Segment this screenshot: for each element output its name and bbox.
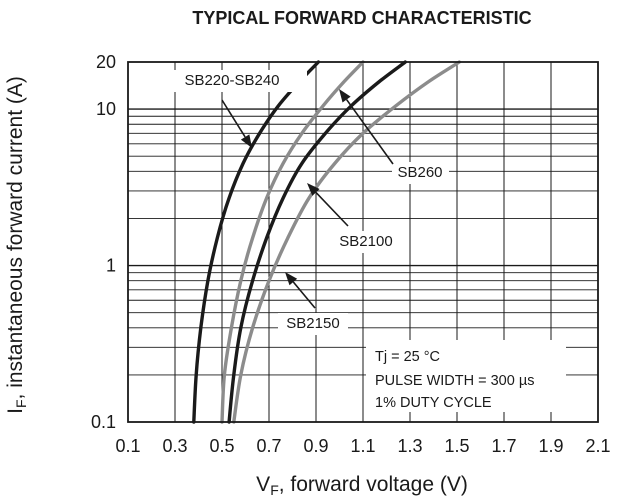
y-tick-label: 1	[106, 256, 116, 276]
leader-line	[345, 99, 394, 165]
chart-title: TYPICAL FORWARD CHARACTERISTIC	[192, 8, 531, 28]
x-axis-label: VF, forward voltage (V)	[256, 473, 468, 498]
curve-label-bg	[392, 162, 449, 184]
curve-label-bg	[278, 313, 348, 335]
arrowhead	[240, 134, 252, 148]
x-tick-label: 1.5	[444, 436, 469, 456]
x-tick-label: 1.1	[350, 436, 375, 456]
y-axis-label: IF, instantaneous forward current (A)	[4, 76, 29, 414]
arrowhead	[339, 89, 351, 103]
arrowhead	[307, 183, 320, 196]
curve-label: SB2100	[339, 233, 392, 250]
x-tick-label: 2.1	[585, 436, 610, 456]
curve-label: SB220-SB240	[184, 72, 279, 89]
curve-label: SB260	[397, 164, 442, 181]
leader-line	[292, 281, 316, 309]
curve-label: SB2150	[286, 315, 339, 332]
note-pulse-width: PULSE WIDTH = 300 µs	[375, 373, 534, 389]
x-tick-label: 0.3	[162, 436, 187, 456]
y-axis-label-sub: F	[13, 399, 29, 408]
curve-label-bg	[157, 70, 307, 92]
plot-frame	[127, 61, 599, 423]
note-temperature: Tj = 25 °C	[375, 349, 440, 365]
series-line	[227, 60, 407, 424]
x-tick-label: 0.1	[115, 436, 140, 456]
conditions-note: Tj = 25 °C PULSE WIDTH = 300 µs 1% DUTY …	[366, 340, 566, 412]
x-tick-label: 1.7	[491, 436, 516, 456]
y-tick-labels: 0.1 1 10 20	[91, 52, 116, 432]
curve-labels: SB220-SB240 SB260 SB2100 SB2150	[157, 70, 449, 335]
series-line	[192, 60, 321, 424]
series-line	[220, 60, 365, 424]
x-tick-label: 0.5	[209, 436, 234, 456]
conditions-box	[366, 340, 566, 412]
x-tick-label: 1.9	[538, 436, 563, 456]
curves	[192, 60, 461, 424]
leader-line	[221, 99, 246, 138]
y-tick-label: 10	[96, 99, 116, 119]
x-tick-label: 0.7	[256, 436, 281, 456]
x-axis-label-rest: , forward voltage (V)	[279, 473, 468, 496]
x-axis-label-main: V	[256, 473, 270, 496]
series-line	[232, 60, 461, 424]
x-tick-labels: 0.1 0.3 0.5 0.7 0.9 1.1 1.3 1.5 1.7 1.9 2.1	[115, 436, 610, 456]
x-axis-label-sub: F	[270, 482, 279, 498]
leader-line	[315, 191, 349, 227]
y-axis-label-rest: , instantaneous forward current (A)	[4, 76, 27, 399]
x-tick-label: 0.9	[303, 436, 328, 456]
note-duty-cycle: 1% DUTY CYCLE	[375, 395, 492, 411]
x-tick-label: 1.3	[397, 436, 422, 456]
arrowhead	[285, 272, 298, 286]
y-tick-label: 20	[96, 52, 116, 72]
curve-label-bg	[333, 231, 401, 253]
y-axis-label-main: I	[4, 408, 27, 414]
y-tick-label: 0.1	[91, 412, 116, 432]
